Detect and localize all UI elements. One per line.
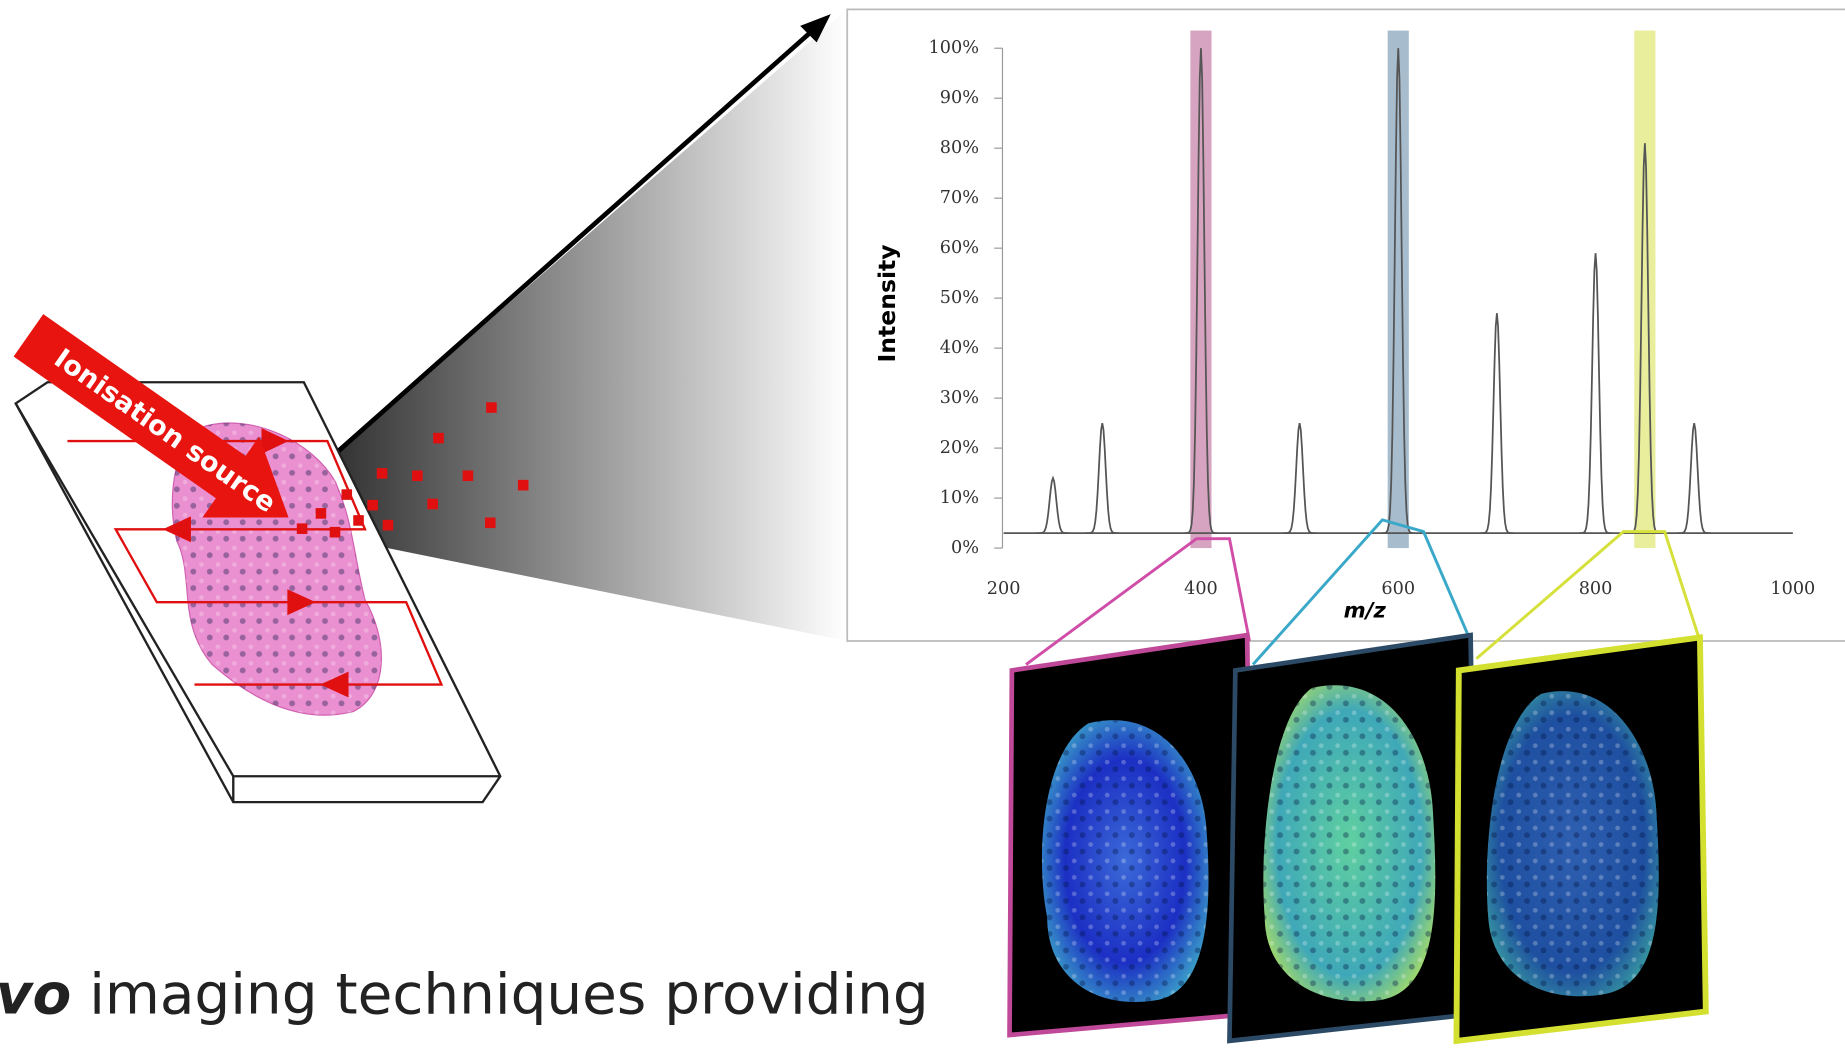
caption-emphasis: vo (0, 962, 71, 1027)
highlight-band (1634, 31, 1655, 549)
x-tick-label: 800 (1579, 579, 1613, 599)
y-tick-label: 90% (940, 88, 979, 108)
caption-text: imaging techniques providing (71, 962, 928, 1027)
image-panel (1229, 635, 1476, 1041)
caption: vo imaging techniques providing (0, 962, 929, 1027)
y-tick-label: 10% (940, 488, 979, 508)
x-tick-label: 400 (1184, 579, 1218, 599)
y-tick-label: 60% (940, 238, 979, 258)
y-tick-label: 0% (951, 538, 979, 558)
x-tick-label: 200 (987, 579, 1021, 599)
image-panel (1456, 637, 1705, 1040)
y-tick-label: 50% (940, 288, 979, 308)
y-tick-label: 30% (940, 388, 979, 408)
image-panel (1010, 635, 1253, 1035)
y-axis-label: Intensity (873, 244, 901, 362)
y-tick-label: 40% (940, 338, 979, 358)
y-tick-label: 80% (940, 138, 979, 158)
figure: Ionisation source 0%10%20%30%40%50%60%70… (0, 0, 1845, 1055)
x-tick-label: 600 (1381, 579, 1415, 599)
x-tick-label: 1000 (1770, 579, 1815, 599)
y-tick-label: 100% (929, 38, 979, 58)
y-tick-label: 20% (940, 438, 979, 458)
y-tick-label: 70% (940, 188, 979, 208)
x-axis-label: m/z (1344, 598, 1387, 623)
chart-frame (847, 9, 1845, 641)
